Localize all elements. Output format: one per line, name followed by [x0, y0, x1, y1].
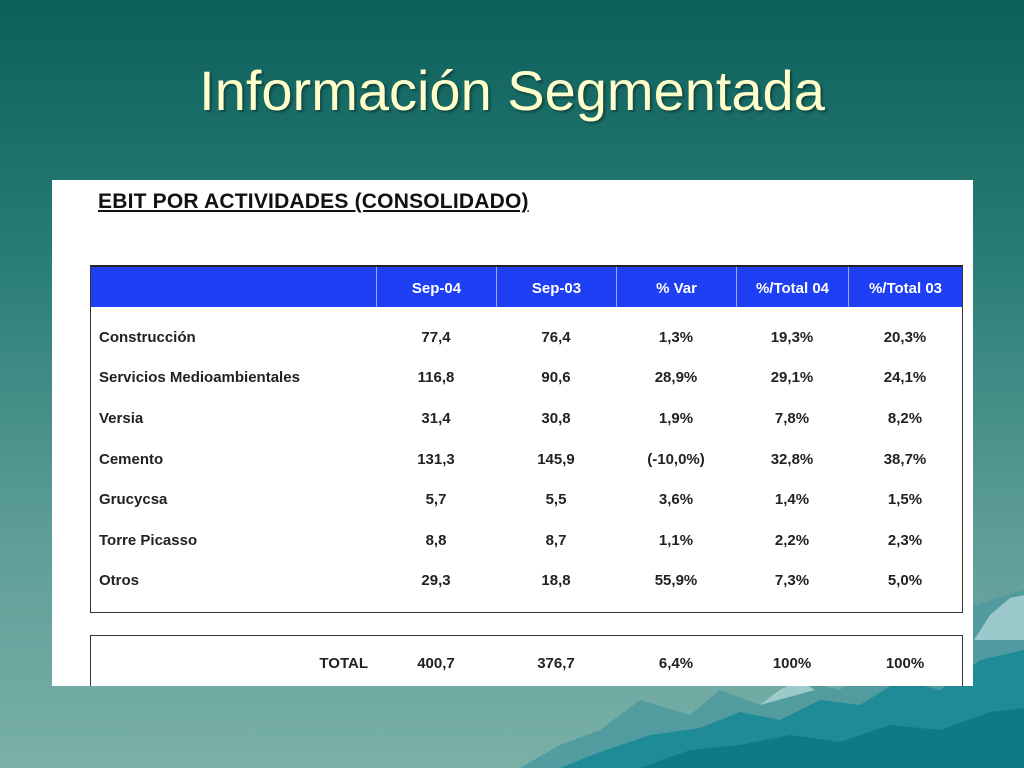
total-var: 6,4%	[658, 655, 694, 672]
value-sep04: 31,4	[421, 410, 451, 427]
value-total04: 19,3%	[770, 329, 814, 346]
value-total04: 2,2%	[774, 532, 810, 549]
total-label: TOTAL	[319, 655, 368, 672]
value-var: 3,6%	[658, 491, 694, 508]
value-var: 1,9%	[658, 410, 694, 427]
table-row: Cemento 131,3 145,9 (-10,0%) 32,8% 38,7%	[91, 440, 962, 480]
total-total03: 100%	[885, 655, 925, 672]
row-label: Grucycsa	[99, 491, 168, 508]
value-total03: 1,5%	[887, 491, 923, 508]
value-total04: 32,8%	[770, 451, 814, 468]
row-label: Versia	[99, 410, 144, 427]
value-sep03: 8,7	[545, 532, 567, 549]
value-sep03: 18,8	[541, 572, 571, 589]
table-row: Otros 29,3 18,8 55,9% 7,3% 5,0%	[91, 561, 962, 601]
table-row: Construcción 77,4 76,4 1,3% 19,3% 20,3%	[91, 318, 962, 358]
value-sep04: 116,8	[417, 369, 455, 386]
header-total03: %/Total 03	[848, 267, 962, 307]
value-total04: 7,3%	[774, 572, 810, 589]
value-sep04: 8,8	[425, 532, 447, 549]
row-label: Cemento	[99, 451, 164, 468]
value-total03: 2,3%	[887, 532, 923, 549]
value-sep03: 30,8	[541, 410, 571, 427]
value-var: 28,9%	[654, 369, 698, 386]
ebit-table: Sep-04 Sep-03 % Var %/Total 04 %/Total 0…	[90, 265, 963, 613]
value-var: 1,3%	[658, 329, 694, 346]
value-sep04: 5,7	[425, 491, 447, 508]
total-sep03: 376,7	[537, 655, 575, 672]
value-total03: 8,2%	[887, 410, 923, 427]
value-var: (-10,0%)	[647, 451, 705, 468]
value-total04: 1,4%	[774, 491, 810, 508]
value-total03: 24,1%	[883, 369, 927, 386]
value-sep03: 145,9	[537, 451, 575, 468]
header-sep03: Sep-03	[496, 267, 616, 307]
value-total04: 29,1%	[770, 369, 814, 386]
total-row: TOTAL 400,7 376,7 6,4% 100% 100%	[90, 635, 963, 686]
table-row: Servicios Medioambientales 116,8 90,6 28…	[91, 358, 962, 398]
total-total04: 100%	[772, 655, 812, 672]
table-row: Grucycsa 5,7 5,5 3,6% 1,4% 1,5%	[91, 480, 962, 520]
row-label: Otros	[99, 572, 140, 589]
header-label-column	[91, 267, 376, 307]
table-row: Torre Picasso 8,8 8,7 1,1% 2,2% 2,3%	[91, 521, 962, 561]
value-total03: 38,7%	[883, 451, 927, 468]
header-total04: %/Total 04	[736, 267, 848, 307]
row-label: Torre Picasso	[99, 532, 198, 549]
value-sep04: 29,3	[421, 572, 451, 589]
header-sep04: Sep-04	[376, 267, 496, 307]
table-row: Versia 31,4 30,8 1,9% 7,8% 8,2%	[91, 399, 962, 439]
value-sep04: 131,3	[417, 451, 455, 468]
header-var: % Var	[616, 267, 736, 307]
document-heading: EBIT POR ACTIVIDADES (CONSOLIDADO)	[98, 190, 529, 213]
value-var: 1,1%	[658, 532, 694, 549]
value-total03: 20,3%	[883, 329, 927, 346]
value-sep03: 76,4	[541, 329, 571, 346]
value-var: 55,9%	[654, 572, 698, 589]
row-label: Servicios Medioambientales	[99, 369, 300, 386]
value-total04: 7,8%	[774, 410, 810, 427]
value-sep04: 77,4	[421, 329, 451, 346]
total-sep04: 400,7	[417, 655, 455, 672]
value-sep03: 90,6	[541, 369, 571, 386]
slide-title: Información Segmentada	[199, 59, 825, 122]
value-sep03: 5,5	[545, 491, 567, 508]
value-total03: 5,0%	[887, 572, 923, 589]
document-panel: EBIT POR ACTIVIDADES (CONSOLIDADO) Sep-0…	[52, 180, 973, 686]
row-label: Construcción	[99, 329, 196, 346]
table-header: Sep-04 Sep-03 % Var %/Total 04 %/Total 0…	[91, 265, 962, 307]
